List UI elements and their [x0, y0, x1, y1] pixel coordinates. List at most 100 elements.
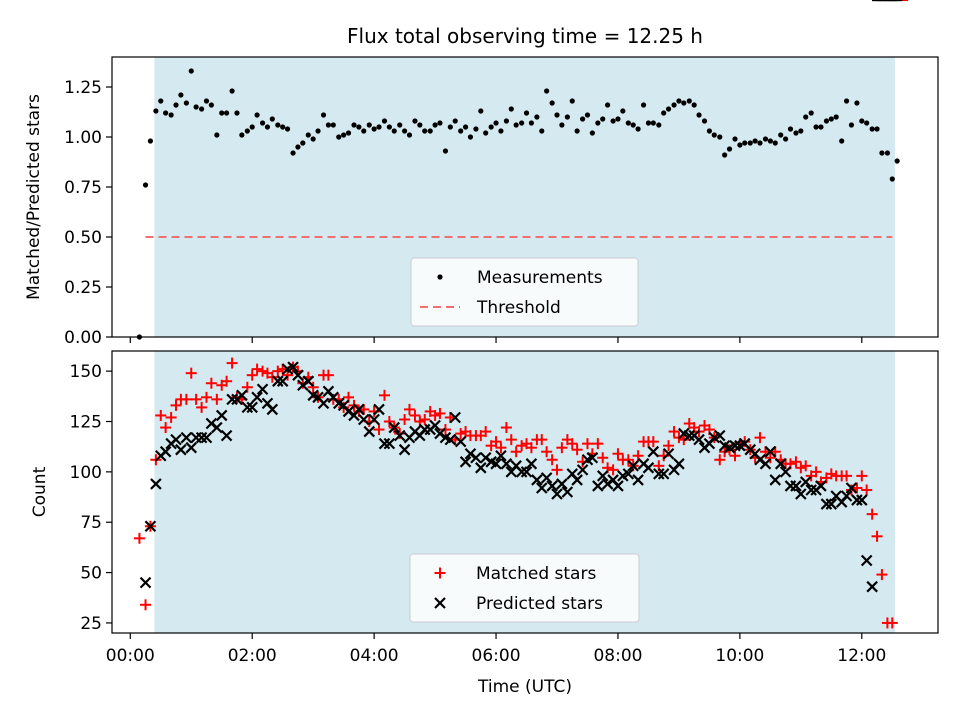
measurement-point: [544, 88, 550, 94]
cross-stroke-b: [825, 498, 838, 510]
cross-stroke-b: [373, 403, 385, 416]
cross-stroke-b: [749, 447, 761, 460]
matched-point: [155, 409, 167, 421]
measurement-point: [778, 132, 784, 138]
measurement-point: [635, 126, 641, 132]
matched-point: [845, 484, 857, 496]
measurement-point: [381, 118, 388, 124]
measurement-point: [839, 138, 845, 144]
measurement-point: [818, 124, 824, 130]
measurement-point: [615, 116, 621, 122]
predicted-point: [251, 391, 263, 404]
predicted-point: [287, 361, 299, 373]
cross-stroke-b: [241, 401, 254, 414]
predicted-point: [180, 431, 193, 444]
measurement-point: [305, 132, 311, 138]
cross-stroke-b: [139, 576, 152, 589]
predicted-point: [866, 580, 878, 593]
cross-stroke-b: [815, 480, 827, 492]
predicted-point: [856, 494, 868, 506]
measurement-point: [315, 128, 321, 134]
top-plot-frame: [111, 56, 939, 338]
predicted-point: [495, 449, 507, 462]
measurement-point: [696, 112, 702, 118]
cross-stroke-b: [236, 389, 248, 402]
predicted-point: [551, 488, 563, 500]
matched-point: [541, 446, 553, 458]
measurement-point: [828, 116, 834, 122]
cross-stroke-b: [546, 480, 558, 492]
matched-point: [851, 482, 863, 494]
y-tick-label: 0.00: [64, 328, 102, 348]
cross-stroke-b: [475, 462, 487, 474]
cross-stroke-b: [738, 437, 751, 450]
measurement-point: [726, 146, 733, 152]
cross-stroke-b: [383, 437, 396, 450]
measurement-point: [889, 176, 895, 182]
matched-point: [876, 569, 888, 581]
predicted-point: [693, 433, 705, 446]
measurement-point: [848, 122, 855, 128]
cross-stroke-b: [662, 447, 675, 460]
predicted-point: [825, 498, 838, 510]
measurement-point: [854, 100, 860, 106]
measurement-point: [142, 182, 149, 188]
measurement-point: [310, 136, 316, 142]
measurement-point: [869, 126, 875, 132]
top-y-axis: 0.00 0.25 0.50 0.75 1.00 1.25: [64, 78, 112, 348]
measurement-point: [351, 122, 357, 128]
predicted-point: [175, 443, 187, 456]
predicted-point: [571, 474, 583, 486]
measurement-point: [630, 122, 636, 128]
cross-stroke-b: [170, 433, 182, 446]
predicted-point: [759, 458, 772, 470]
matched-point: [825, 468, 837, 480]
measurement-point: [884, 150, 891, 156]
x-tick-label: 02:00: [228, 646, 277, 666]
measurement-point: [742, 140, 748, 146]
measurement-point: [539, 128, 545, 134]
measurement-point: [564, 114, 570, 120]
matched-point: [510, 446, 522, 458]
x-tick-label: 10:00: [715, 646, 764, 666]
measurement-point: [574, 128, 580, 134]
predicted-point: [592, 480, 604, 492]
measurement-point: [391, 128, 397, 134]
matched-point: [272, 365, 284, 377]
legend-measurements-label: Measurements: [477, 268, 603, 288]
predicted-point: [546, 480, 558, 492]
matched-point: [307, 381, 319, 393]
cross-stroke-b: [327, 391, 340, 404]
cross-stroke-b: [805, 484, 817, 496]
measurement-point: [580, 116, 586, 122]
matched-point: [754, 432, 766, 444]
cross-stroke-b: [200, 431, 213, 444]
measurement-point: [711, 132, 717, 138]
measurement-point: [259, 120, 266, 126]
predicted-point: [673, 458, 685, 470]
measurement-point: [722, 152, 728, 158]
cross-stroke-b: [272, 375, 284, 387]
measurement-point: [798, 128, 804, 134]
matched-point: [205, 377, 217, 389]
measurement-point: [589, 130, 595, 136]
measurement-point: [661, 110, 667, 116]
legend-threshold-label: Threshold: [476, 298, 561, 318]
measurement-point: [269, 116, 275, 122]
cross-stroke-b: [287, 361, 299, 373]
predicted-point: [657, 468, 670, 480]
matched-point: [394, 428, 406, 440]
matched-point: [322, 369, 334, 381]
matched-point: [190, 393, 202, 405]
measurement-point: [569, 98, 575, 104]
cross-stroke-b: [363, 425, 376, 438]
figure-title: Flux total observing time = 12.25 h: [347, 24, 703, 48]
y-tick-label: 100: [70, 463, 102, 483]
cross-stroke-b: [307, 389, 319, 402]
bottom-plot-frame: [111, 350, 939, 634]
predicted-point: [525, 458, 538, 470]
measurement-point: [203, 98, 210, 104]
cross-stroke-b: [612, 480, 624, 492]
predicted-point: [475, 462, 487, 474]
predicted-point: [556, 478, 568, 490]
